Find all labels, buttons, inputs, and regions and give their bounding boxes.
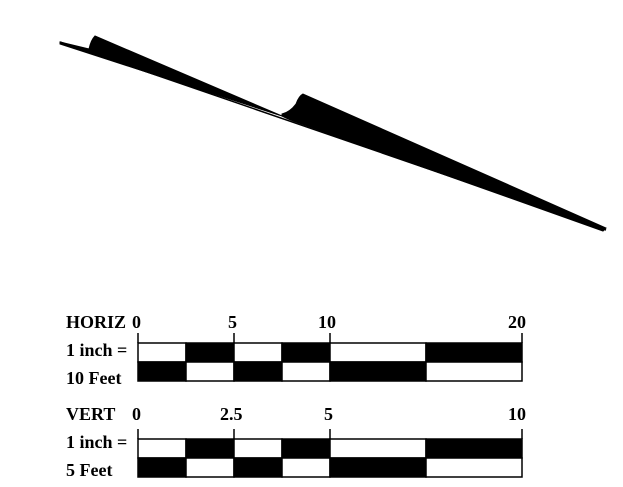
profile-upper-segment bbox=[59, 35, 283, 117]
vertical-scale-tick-label: 5 bbox=[324, 404, 333, 424]
horizontal-scale-tick-label: 5 bbox=[228, 312, 237, 332]
vertical-scale-name: VERT bbox=[66, 404, 115, 424]
horizontal-scale-name: HORIZ bbox=[66, 312, 126, 332]
horizontal-scale: HORIZ 1 inch = 10 Feet 0 5 10 20 bbox=[66, 312, 526, 388]
horizontal-scale-units: 10 Feet bbox=[66, 368, 121, 388]
vertical-scale-tick-label: 0 bbox=[132, 404, 141, 424]
horizontal-scale-ratio: 1 inch = bbox=[66, 340, 127, 360]
horizontal-scale-tick-label: 0 bbox=[132, 312, 141, 332]
vertical-scale-bar bbox=[137, 429, 523, 478]
profile-cross-section bbox=[59, 35, 607, 232]
horizontal-scale-tick-label: 10 bbox=[318, 312, 336, 332]
profile-base-line bbox=[59, 41, 607, 231]
vertical-scale-ratio: 1 inch = bbox=[66, 432, 127, 452]
vertical-scale-units: 5 Feet bbox=[66, 460, 112, 480]
horizontal-scale-tick-label: 20 bbox=[508, 312, 526, 332]
vertical-scale-tick-label: 10 bbox=[508, 404, 526, 424]
profile-lower-segment bbox=[281, 93, 607, 232]
vertical-scale: VERT 1 inch = 5 Feet 0 2.5 5 10 bbox=[66, 404, 526, 480]
vertical-scale-tick-label: 2.5 bbox=[220, 404, 243, 424]
horizontal-scale-bar bbox=[137, 333, 523, 382]
